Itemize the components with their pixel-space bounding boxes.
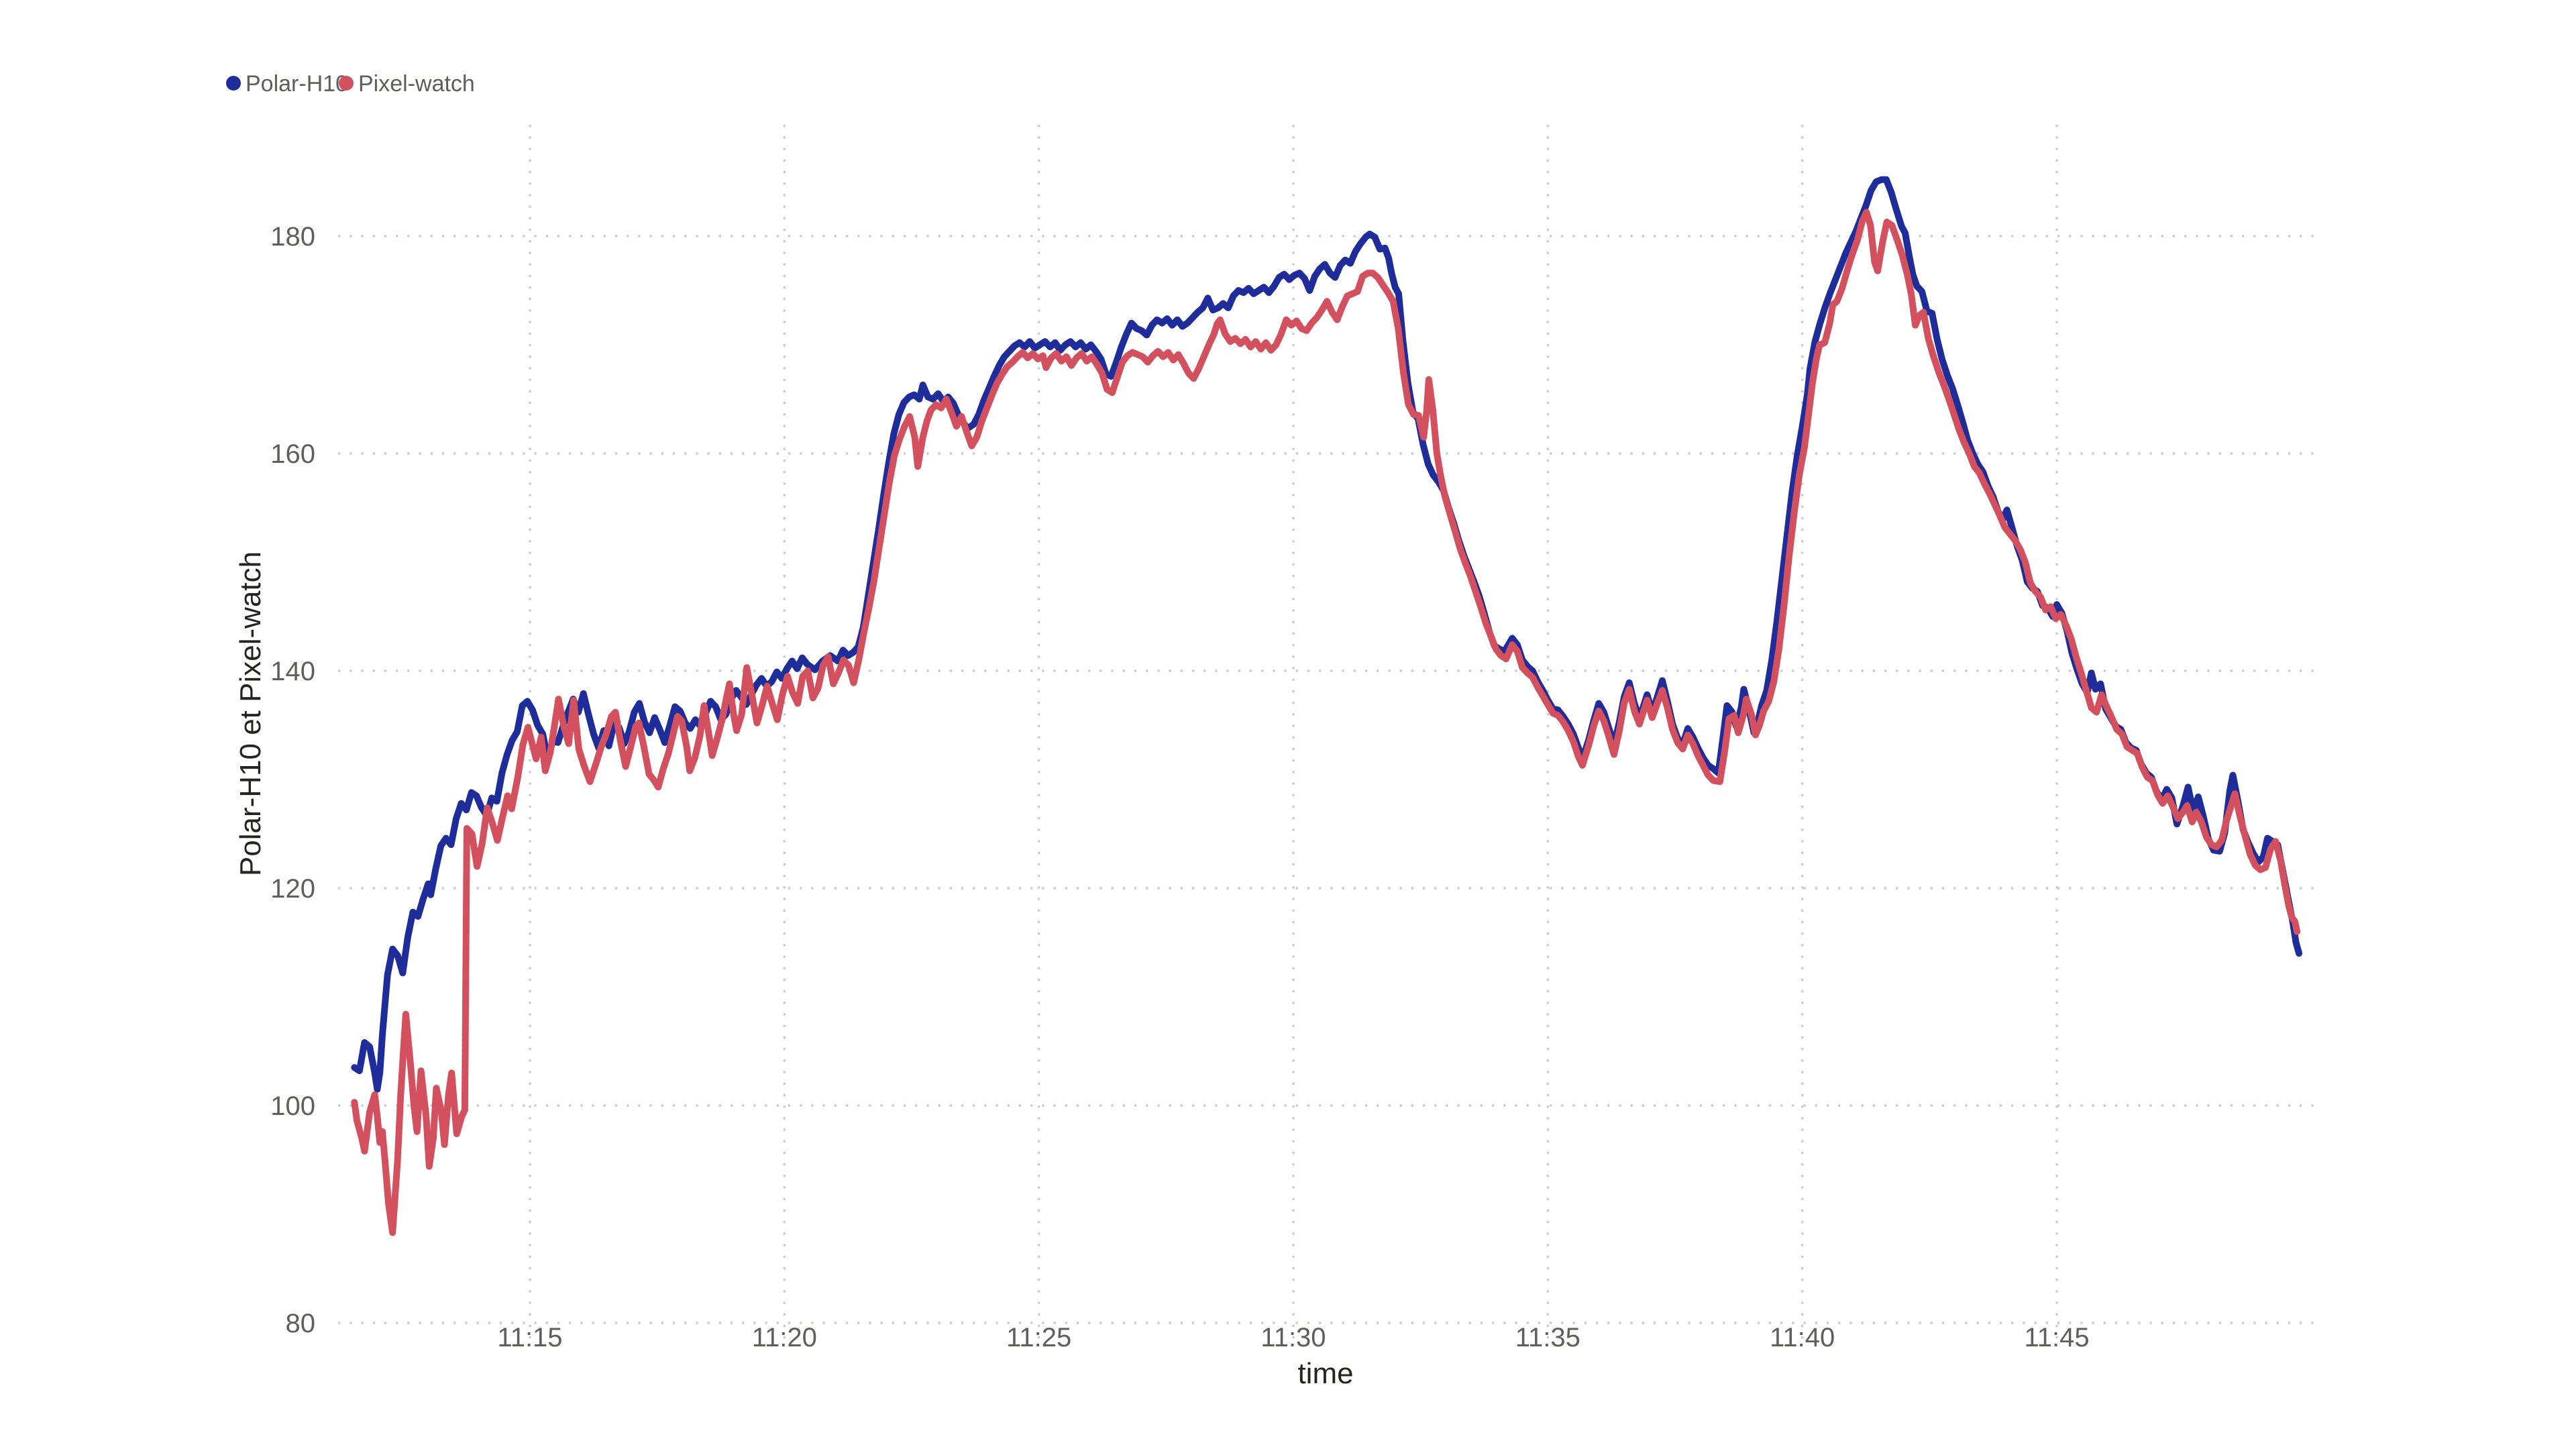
x-tick-label-1115: 11:15	[497, 1323, 562, 1352]
y-tick-label-80: 80	[286, 1309, 316, 1338]
y-tick-label-120: 120	[270, 874, 315, 904]
x-axis-tick-labels: 11:15 11:20 11:25 11:30 11:35 11:40 11:45	[497, 1323, 2089, 1352]
legend-marker-pixel-watch-icon[interactable]	[339, 76, 354, 91]
series-line-polar-h10[interactable]	[351, 176, 2303, 1093]
series-lines	[351, 176, 2303, 1236]
legend-label-polar-h10[interactable]: Polar-H10	[246, 71, 348, 97]
legend: Polar-H10 Pixel-watch	[226, 71, 475, 97]
legend-label-pixel-watch[interactable]: Pixel-watch	[358, 71, 475, 97]
y-axis-tick-labels: 80 100 120 140 160 180	[270, 222, 315, 1338]
x-tick-label-1130: 11:30	[1260, 1323, 1326, 1352]
x-tick-label-1120: 11:20	[752, 1323, 817, 1352]
y-tick-label-180: 180	[270, 222, 315, 252]
x-axis-title: time	[1297, 1357, 1353, 1390]
series-line-pixel-watch[interactable]	[351, 209, 2301, 1236]
x-tick-label-1145: 11:45	[2024, 1323, 2089, 1352]
gridlines	[338, 125, 2318, 1344]
y-axis-title: Polar-H10 et Pixel-watch	[234, 551, 267, 876]
y-tick-label-140: 140	[270, 657, 315, 686]
x-tick-label-1135: 11:35	[1515, 1323, 1580, 1352]
legend-marker-polar-h10-icon[interactable]	[226, 76, 241, 91]
x-tick-label-1125: 11:25	[1006, 1323, 1071, 1352]
y-tick-label-160: 160	[270, 439, 315, 469]
y-tick-label-100: 100	[270, 1091, 315, 1121]
x-tick-label-1140: 11:40	[1770, 1323, 1835, 1352]
